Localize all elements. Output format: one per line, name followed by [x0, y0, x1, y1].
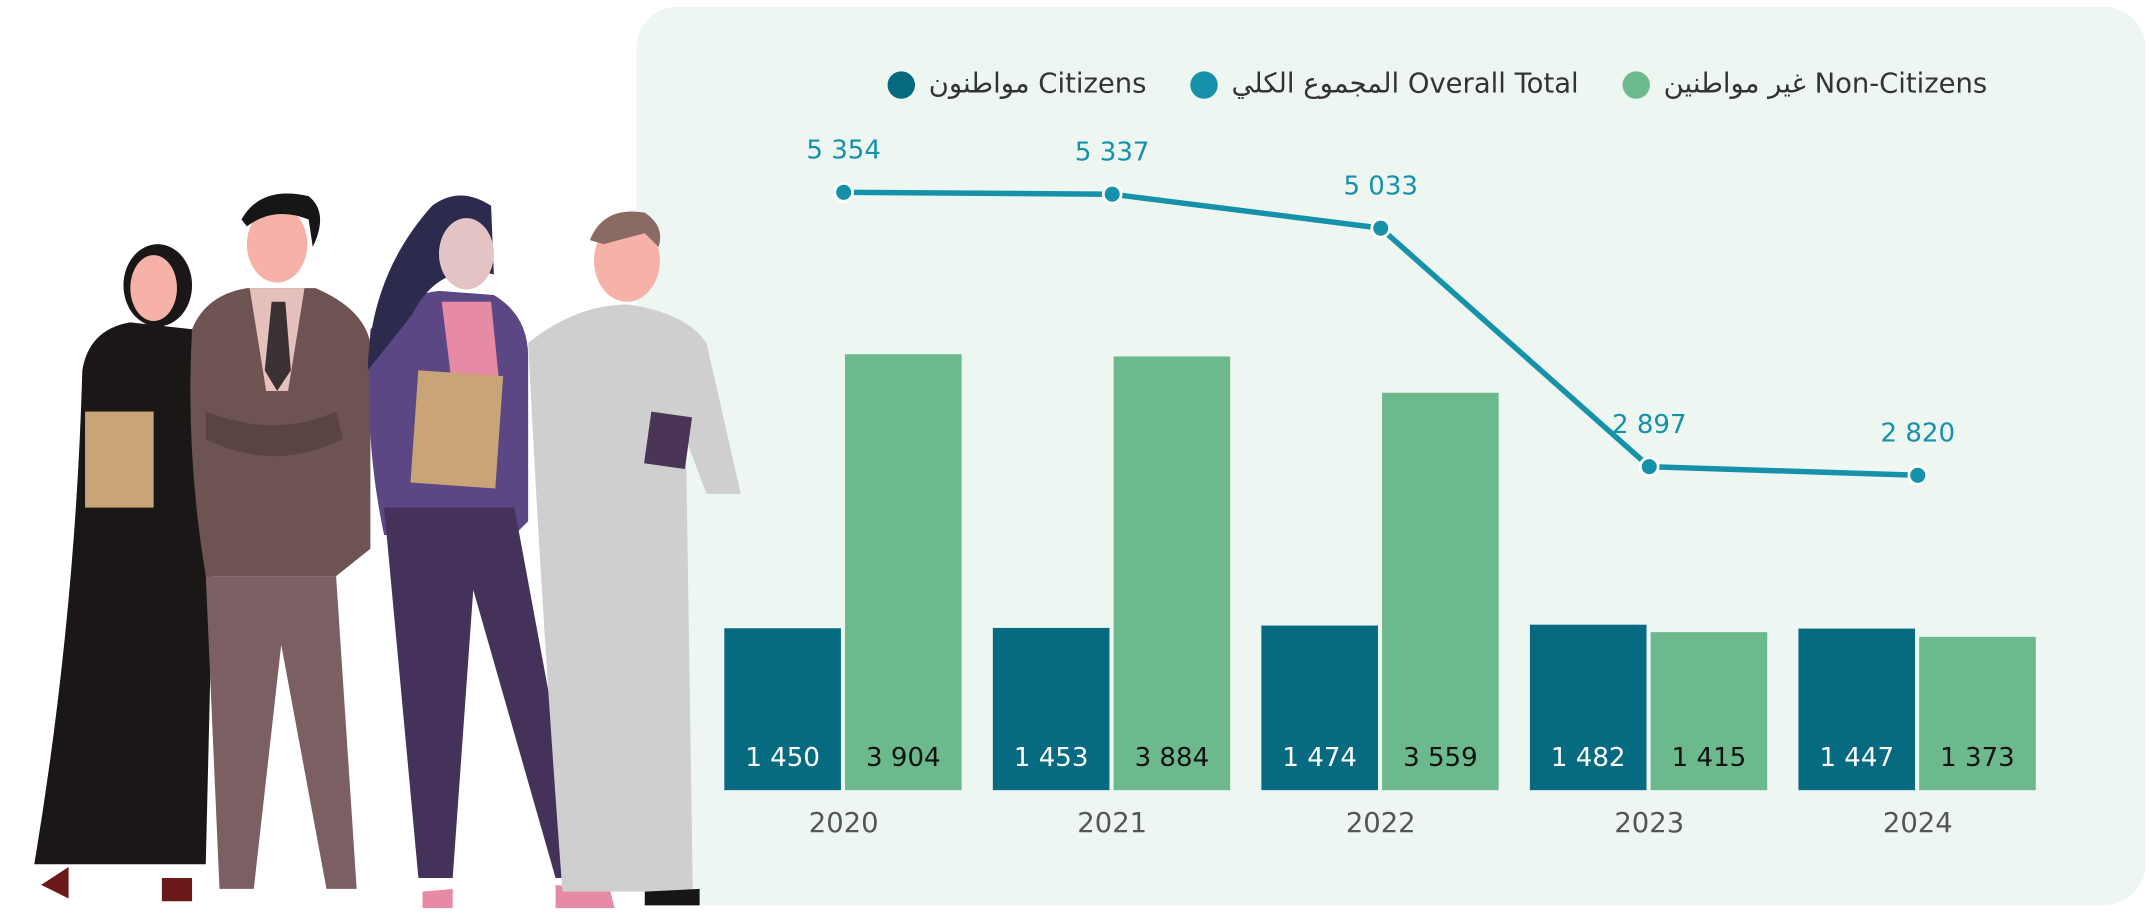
- illustration: [34, 193, 741, 909]
- value-label: 1 373: [1940, 743, 2015, 773]
- value-label: 3 559: [1403, 743, 1478, 773]
- value-label: 3 904: [866, 743, 941, 773]
- value-label: 1 450: [745, 743, 820, 773]
- value-label: 1 482: [1551, 743, 1626, 773]
- bar: [1261, 625, 1378, 791]
- legend-label: غير مواطنين Non-Citizens: [1664, 69, 1988, 100]
- line-point: [1101, 183, 1123, 205]
- line-point: [1370, 217, 1392, 239]
- value-label: 1 474: [1282, 743, 1357, 773]
- bar: [1650, 632, 1768, 791]
- line-label: 5 337: [1075, 138, 1150, 168]
- legend-marker: [1622, 71, 1650, 99]
- line-label: 5 033: [1343, 171, 1418, 201]
- line-label: 5 354: [806, 136, 881, 166]
- x-tick-label: 2021: [1077, 808, 1147, 839]
- bar: [992, 627, 1110, 791]
- legend-marker: [887, 71, 915, 99]
- legend-label: مواطنون Citizens: [929, 69, 1147, 100]
- line-label: 2 897: [1612, 410, 1687, 440]
- bar: [845, 354, 962, 791]
- value-label: 3 884: [1135, 743, 1210, 773]
- legend-label: المجموع الكلي Overall Total: [1231, 69, 1578, 100]
- plot: 2020 1 450 3 904 2021 1 453 3 884 2022 1 474 3 5…: [724, 69, 2036, 839]
- line-label: 2 820: [1881, 419, 1956, 449]
- x-tick-label: 2024: [1883, 808, 1953, 839]
- x-tick-label: 2023: [1614, 808, 1684, 839]
- x-tick-label: 2020: [809, 808, 879, 839]
- bar: [1798, 628, 1916, 791]
- value-label: 1 447: [1819, 743, 1894, 773]
- legend-marker: [1190, 71, 1218, 99]
- value-label: 1 415: [1672, 743, 1747, 773]
- bar: [724, 628, 841, 791]
- value-label: 1 453: [1014, 743, 1089, 773]
- line-point: [1638, 456, 1660, 477]
- bar: [1113, 356, 1231, 791]
- line-point: [1907, 464, 1929, 486]
- bar: [1529, 624, 1647, 791]
- bar: [1919, 636, 2036, 791]
- line-point: [833, 182, 854, 203]
- x-tick-label: 2022: [1346, 808, 1416, 839]
- bar: [1382, 392, 1499, 791]
